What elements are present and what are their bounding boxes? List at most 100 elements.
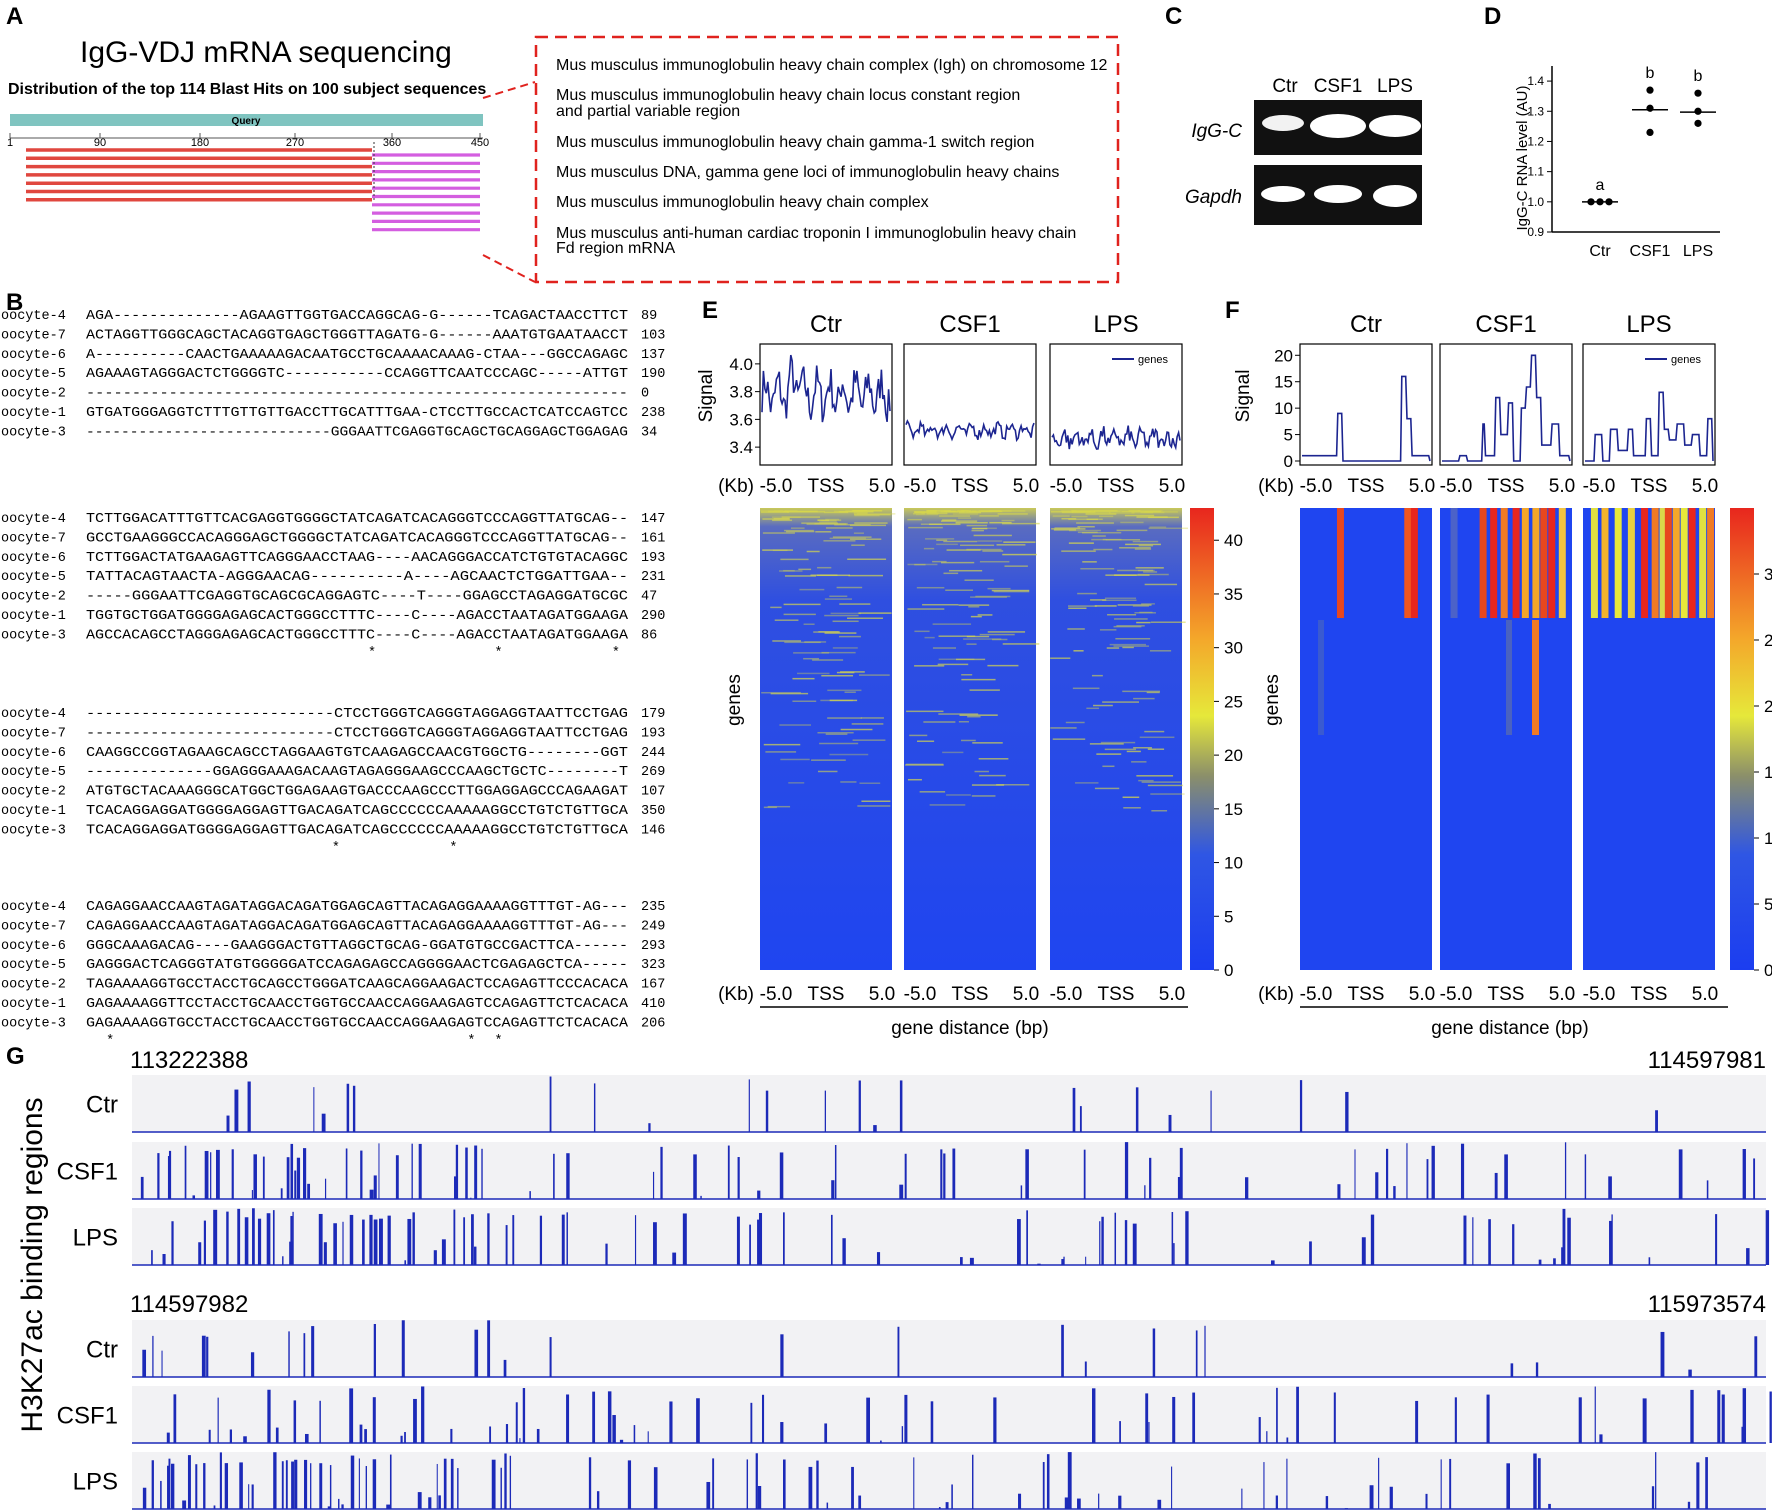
heatmap-streak (979, 774, 1006, 777)
peak-bar (1145, 1393, 1149, 1443)
peak-bar (1425, 1493, 1428, 1509)
x-tick-label: TSS (1488, 984, 1525, 1005)
colorbar-tick-label: 35 (1224, 585, 1243, 604)
peak-bar (1406, 1143, 1408, 1199)
blast-hit-lines (26, 142, 480, 232)
peak-bar (389, 1454, 392, 1509)
heatmap-streak (760, 510, 784, 512)
alignment-row-name: oocyte-4 (1, 309, 66, 324)
peak-bar (166, 1432, 170, 1443)
peak-bar (672, 1252, 677, 1265)
alignment-row-seq: CAGAGGAACCAAGTAGATAGGACAGATGGAGCAGTTACAG… (86, 900, 628, 915)
panel-label-c: C (1165, 3, 1182, 30)
track-label: CSF1 (57, 1403, 118, 1430)
alignment-row-number: 269 (641, 765, 665, 780)
peak-bar (224, 1463, 229, 1509)
track-label: LPS (73, 1225, 118, 1252)
peak-bar (504, 1453, 507, 1509)
peak-bar (401, 1320, 405, 1377)
hit-text-5: Mus musculus immunoglobulin heavy chain … (556, 194, 929, 211)
y-tick-label: 4.0 (729, 355, 753, 374)
heatmap-hot-column (1664, 508, 1672, 618)
alignment-row-seq: TCACAGGAGGATGGGGAGGAGTTGACAGATCAGCCCCCCA… (86, 823, 629, 838)
peak-bar (257, 1218, 262, 1265)
alignment-row-number: 167 (641, 978, 665, 993)
alignment-row-number: 86 (641, 628, 657, 643)
colorbar-tick-label: 30 (1764, 565, 1772, 584)
heatmap-body (904, 508, 1036, 970)
heatmap-streak (914, 563, 926, 566)
query-tick-label: 450 (471, 137, 489, 149)
heatmap-streak (1104, 748, 1137, 751)
alignment-row-name: oocyte-4 (1, 512, 66, 527)
peak-bar (1185, 1211, 1189, 1265)
heatmap-hot-column (1688, 508, 1696, 618)
gel-band (1314, 185, 1362, 203)
heatmap-streak (1094, 605, 1117, 607)
alignment-row-name: oocyte-1 (1, 997, 66, 1012)
alignment-row-number: 238 (641, 406, 665, 421)
alignment-row-name: oocyte-1 (1, 804, 66, 819)
heatmap-streak (1069, 529, 1101, 532)
peak-bar (1345, 1091, 1349, 1132)
peak-bar (712, 1458, 715, 1509)
peak-bar (1696, 1462, 1700, 1509)
heatmap-hot-column (1590, 508, 1598, 618)
peak-bar (1440, 1459, 1442, 1509)
peak-bar (244, 1217, 249, 1265)
heatmap-streak (1074, 782, 1099, 784)
alignment-row-number: 293 (641, 939, 665, 954)
peak-bar (395, 1155, 399, 1199)
heatmap-streak (942, 519, 957, 521)
alignment-row-name: oocyte-2 (1, 978, 66, 993)
alignment-row-name: oocyte-5 (1, 570, 66, 585)
heatmap-streak (817, 566, 832, 569)
heatmap-streak (1077, 592, 1097, 595)
peak-bar (1608, 1176, 1612, 1199)
peak-bar (450, 1458, 454, 1509)
conserved-star: * (495, 1034, 503, 1049)
heatmap-streak (1067, 605, 1097, 607)
peak-bar (972, 1454, 974, 1509)
peak-bar (362, 1219, 365, 1265)
peak-bar (253, 1154, 257, 1199)
peak-bar (210, 1152, 212, 1199)
alignment-row-seq: AGA--------------AGAAGTTGGTGACCAGGCAG-G-… (86, 309, 628, 324)
heatmap-streak (1080, 568, 1115, 570)
region2-end: 115973574 (1648, 1291, 1766, 1318)
heatmap-streak (992, 638, 1008, 641)
heatmap-streak (761, 691, 801, 694)
peak-bar (386, 1504, 391, 1509)
heatmap-hot-column (1521, 508, 1529, 618)
peak-bar (1077, 1498, 1081, 1509)
heatmap-streak (929, 804, 966, 806)
peak-bar (201, 1335, 206, 1377)
peak-bar (474, 1145, 478, 1199)
colorbar-tick-label: 0 (1764, 961, 1772, 980)
peak-bar (208, 1429, 211, 1443)
heatmap-streak (1071, 510, 1101, 512)
peak-bar (184, 1145, 187, 1199)
heatmap-streak (937, 663, 969, 666)
peak-bar (438, 1495, 441, 1509)
heatmap-streak (1077, 525, 1095, 528)
peak-bar (736, 1216, 740, 1265)
profile-frame (1299, 343, 1433, 466)
alignment-row-number: 350 (641, 804, 665, 819)
heatmap-streak (798, 568, 812, 571)
heatmap-streak (978, 510, 1001, 512)
peak-bar (1642, 1398, 1647, 1443)
d-x-tick-label: Ctr (1589, 243, 1611, 260)
peak-bar (1144, 1185, 1146, 1199)
colorbar-tick-label: 40 (1224, 531, 1243, 550)
heatmap-streak (939, 515, 970, 517)
alignment-row-seq: TGGTGCTGGATGGGGAGAGCACTGGGCCTTTC----C---… (86, 609, 629, 624)
peak-bar (229, 1429, 233, 1443)
heatmap-streak (844, 691, 856, 693)
peak-bar (198, 1242, 202, 1265)
heatmap-streak (1114, 618, 1148, 620)
heatmap-streak (929, 523, 961, 526)
d-data-point (1605, 198, 1613, 206)
peak-bar (1599, 1434, 1603, 1443)
d-data-point (1646, 104, 1654, 112)
